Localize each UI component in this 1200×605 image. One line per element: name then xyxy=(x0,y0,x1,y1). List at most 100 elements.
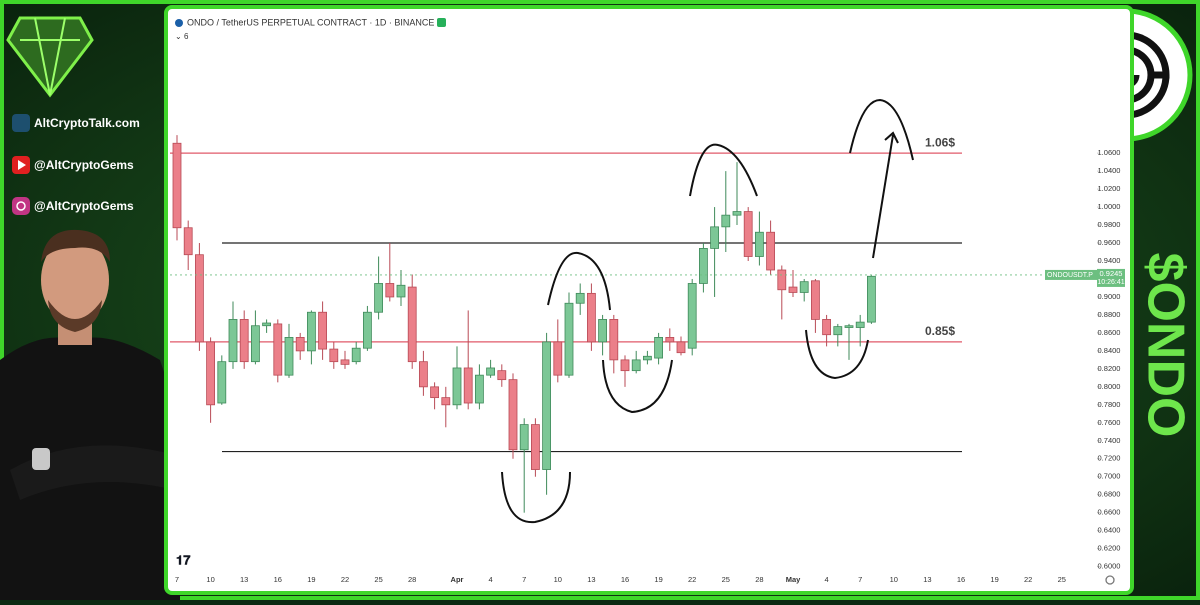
y-tick-label: 0.7800 xyxy=(1098,400,1121,409)
candle-body xyxy=(172,142,182,229)
candle-body xyxy=(340,359,350,365)
instagram-lens xyxy=(16,201,26,211)
candle-body xyxy=(721,214,731,228)
candle-body xyxy=(833,326,843,336)
candle-body xyxy=(710,226,719,249)
indicator-toggle[interactable]: ⌄ xyxy=(175,32,182,41)
candle-body xyxy=(295,337,305,352)
symbol-tag-text: ONDOUSDT.P xyxy=(1047,272,1093,279)
candle-body xyxy=(441,397,451,406)
y-tick-label: 0.9000 xyxy=(1098,292,1121,301)
x-tick-label: 19 xyxy=(654,575,662,584)
candle-body xyxy=(474,374,484,404)
candle-body xyxy=(587,292,596,343)
candle-body xyxy=(418,361,428,388)
candle-body xyxy=(194,254,204,343)
annotations xyxy=(501,98,914,524)
candle-body xyxy=(217,361,227,404)
tv-logo: 𝟏𝟕 xyxy=(176,552,191,567)
symbol-icon xyxy=(175,19,183,27)
candle-body xyxy=(273,323,283,376)
candle-body xyxy=(620,359,630,372)
candle-body xyxy=(665,337,675,343)
candle-body xyxy=(463,367,473,404)
x-tick-label: 10 xyxy=(554,575,562,584)
candle-body xyxy=(542,341,551,470)
x-tick-label: 16 xyxy=(274,575,282,584)
indicator-count: 6 xyxy=(184,32,189,41)
x-tick-label: 7 xyxy=(522,575,526,584)
plot: 0.6000 0.6200 0.6400 0.6600 0.6800 0.7000 0.72… xyxy=(170,135,1125,584)
settings-icon[interactable] xyxy=(1105,575,1115,585)
y-tick-label: 0.8400 xyxy=(1098,346,1121,355)
x-tick-label: 16 xyxy=(621,575,629,584)
x-tick-label: 22 xyxy=(1024,575,1032,584)
candle-body xyxy=(306,311,316,352)
candle-body xyxy=(755,231,764,257)
y-tick-label: 0.7600 xyxy=(1098,418,1121,427)
x-tick-label: 25 xyxy=(1058,575,1066,584)
youtube-handle: @AltCryptoGems xyxy=(34,158,134,172)
candle-body xyxy=(497,370,507,381)
y-tick-label: 0.9600 xyxy=(1098,238,1121,247)
candle-body xyxy=(183,227,193,256)
candle-body xyxy=(508,379,518,451)
candle-body xyxy=(631,359,641,372)
candle-body xyxy=(318,311,328,350)
candle-body xyxy=(396,284,406,298)
candle-body xyxy=(564,302,574,376)
x-tick-label: 13 xyxy=(240,575,248,584)
y-tick-label: 0.8800 xyxy=(1098,310,1121,319)
x-tick-label: May xyxy=(786,575,801,584)
candle-body xyxy=(284,337,294,376)
candle-body xyxy=(855,321,865,328)
y-tick-label: 0.9400 xyxy=(1098,256,1121,265)
candle-body xyxy=(676,341,686,354)
candle-body xyxy=(687,283,697,349)
candle-body xyxy=(385,283,395,298)
y-tick-label: 0.6000 xyxy=(1098,562,1121,571)
y-tick-label: 1.0200 xyxy=(1098,184,1121,193)
x-tick-label: 10 xyxy=(890,575,898,584)
candle-body xyxy=(553,341,563,376)
candle-body xyxy=(250,325,260,363)
candle-body xyxy=(206,341,216,406)
candle-body xyxy=(452,367,462,406)
candle-body xyxy=(788,286,798,293)
y-tick-label: 0.7000 xyxy=(1098,472,1121,481)
candle-body xyxy=(811,280,820,320)
candle-body xyxy=(262,322,272,327)
y-tick-label: 0.6200 xyxy=(1098,544,1121,553)
candle-body xyxy=(329,348,339,363)
x-tick-label: 19 xyxy=(990,575,998,584)
candle-body xyxy=(407,286,417,363)
y-tick-label: 0.7200 xyxy=(1098,454,1121,463)
x-tick-label: 7 xyxy=(858,575,862,584)
y-tick-label: 0.6800 xyxy=(1098,490,1121,499)
y-tick-label: 0.6600 xyxy=(1098,508,1121,517)
x-tick-label: 22 xyxy=(341,575,349,584)
y-tick-label: 1.0000 xyxy=(1098,202,1121,211)
x-tick-label: 28 xyxy=(408,575,416,584)
y-tick-label: 0.8200 xyxy=(1098,364,1121,373)
x-tick-label: Apr xyxy=(451,575,464,584)
instagram-handle: @AltCryptoGems xyxy=(34,199,134,213)
chart-panel xyxy=(164,5,1134,595)
y-tick-label: 0.9800 xyxy=(1098,220,1121,229)
chart-title: ONDO / TetherUS PERPETUAL CONTRACT · 1D … xyxy=(187,17,434,27)
candle-body xyxy=(374,283,384,313)
price-tag-countdown: 10:26:41 xyxy=(1097,279,1124,286)
x-tick-label: 25 xyxy=(374,575,382,584)
candle-body xyxy=(575,292,585,304)
market-status xyxy=(437,18,446,27)
candle-body xyxy=(430,386,440,399)
candle-body xyxy=(519,424,529,451)
x-tick-label: 7 xyxy=(175,575,179,584)
price-tag xyxy=(1097,268,1125,287)
x-tick-label: 19 xyxy=(307,575,315,584)
x-tick-label: 13 xyxy=(587,575,595,584)
brand-logo xyxy=(6,16,94,98)
y-tick-label: 0.8000 xyxy=(1098,382,1121,391)
